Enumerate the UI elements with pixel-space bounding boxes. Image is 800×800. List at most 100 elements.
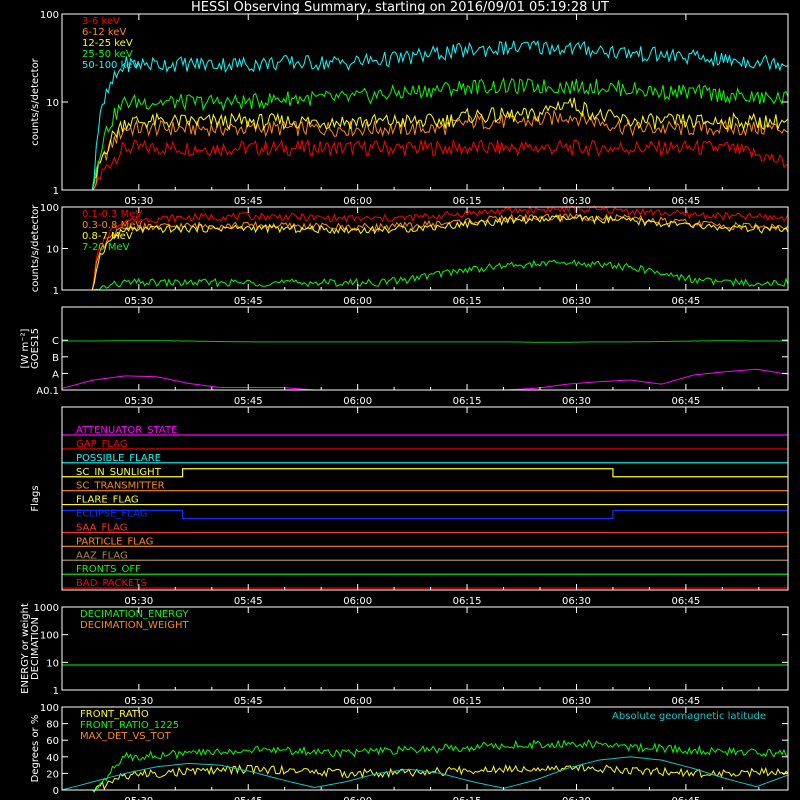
flag-label-7: SAA_FLAG [76, 522, 127, 533]
flags-xtick-label: 06:45 [671, 596, 700, 607]
goes-xtick-label: 06:15 [453, 396, 482, 407]
goes-ytick-label: A [52, 369, 59, 380]
lowE-series-1 [62, 110, 789, 191]
highE-legend-0: 0.1-0.3 MeV [82, 209, 142, 220]
ratio-ytick-label: 60 [46, 736, 59, 747]
flag-label-1: GAP_FLAG [76, 439, 128, 450]
lowE-ytick-label: 10 [46, 98, 59, 109]
flags-xtick-label: 06:15 [453, 596, 482, 607]
lowE-ytick-label: 100 [40, 10, 59, 21]
highE-xtick-label: 06:30 [562, 296, 591, 307]
flag-label-0: ATTENUATOR_STATE [76, 425, 177, 436]
dec-ylabel2: ENERGY or weight [20, 603, 31, 694]
ratio-legend-0: FRONT_RATIO [80, 709, 149, 720]
dec-frame [61, 606, 789, 691]
lowE-legend-3: 25-50 keV [82, 49, 133, 60]
highE-series-0 [62, 204, 789, 291]
flags-xtick-label: 06:00 [343, 596, 372, 607]
ratio-legend-2: MAX_DET_VS_TOT [80, 731, 172, 742]
flag-label-2: POSSIBLE_FLARE [76, 453, 161, 464]
ratio-legend-1: FRONT_RATIO_1225 [80, 720, 179, 731]
goes-xtick-label: 05:30 [124, 396, 153, 407]
goes-xtick-label: 05:45 [234, 396, 263, 407]
goes-series-1 [61, 368, 789, 391]
dec-xtick-label: 06:15 [453, 696, 482, 707]
flags-xtick-label: 06:30 [562, 596, 591, 607]
ratio-ytick-label: 80 [46, 720, 59, 731]
chart-title: HESSI Observing Summary, starting on 201… [191, 0, 609, 15]
flag-label-11: BAD_PACKETS [76, 578, 147, 589]
flags-frame [61, 406, 789, 591]
ratio-xtick-label: 06:00 [343, 796, 372, 800]
goes-ylabel: GOES15 [30, 328, 41, 369]
highE-frame [61, 206, 789, 291]
lowE-xtick-label: 05:30 [124, 196, 153, 207]
flags-xtick-label: 05:45 [234, 596, 263, 607]
lowE-legend-1: 6-12 keV [82, 27, 126, 38]
flag-line-6 [62, 509, 788, 520]
highE-legend-2: 0.8-7 MeV [82, 231, 133, 242]
ratio-ylabel: Degrees or % [30, 715, 41, 783]
dec-xtick-label: 05:30 [124, 696, 153, 707]
ratio-series-0 [62, 763, 789, 793]
goes-xtick-label: 06:00 [343, 396, 372, 407]
flag-label-6: ECLIPSE_FLAG [76, 509, 147, 520]
flag-label-8: PARTICLE_FLAG [76, 536, 153, 547]
ratio-ytick-label: 40 [46, 753, 59, 764]
ratio-xtick-label: 06:45 [671, 796, 700, 800]
flag-label-10: FRONTS_OFF [76, 564, 141, 575]
panel-flags: ATTENUATOR_STATE GAP_FLAG POSSIBLE_FLARE SC… [62, 425, 788, 589]
dec-xtick-label: 06:00 [343, 696, 372, 707]
goes-xtick-label: 06:45 [671, 396, 700, 407]
dec-ytick-label: 1000 [34, 603, 59, 614]
lowE-legend-4: 50-100 keV [82, 60, 139, 71]
highE-xtick-label: 06:15 [453, 296, 482, 307]
dec-xtick-label: 06:45 [671, 696, 700, 707]
dec-xtick-label: 06:30 [562, 696, 591, 707]
goes-ylabel2: [W m⁻²] [20, 328, 31, 368]
flag-line-3 [62, 468, 788, 478]
goes-series-0 [62, 340, 788, 343]
highE-legend-3: 7-20 MeV [82, 242, 130, 253]
flags-ylabel: Flags [30, 485, 41, 511]
lowE-series-4 [62, 39, 789, 191]
lowE-frame [61, 13, 789, 191]
ratio-ytick-label: 0 [53, 786, 59, 797]
highE-legend-1: 0.3-0.8 MeV [82, 220, 142, 231]
lowE-ylabel: counts/s/detector [30, 57, 41, 145]
panel-goes [61, 340, 789, 391]
lowE-series-0 [62, 138, 789, 191]
goes-frame [61, 306, 789, 391]
lowE-legend-2: 12-25 keV [82, 38, 133, 49]
ratio-series-1 [62, 739, 789, 793]
goes-xtick-label: 06:30 [562, 396, 591, 407]
goes-ytick-label: A0.1 [36, 386, 59, 397]
ratio-series-3 [61, 756, 789, 791]
flag-label-9: AAZ_FLAG [76, 550, 128, 561]
highE-xtick-label: 06:45 [671, 296, 700, 307]
ratio-ytick-label: 20 [46, 769, 59, 780]
lowE-series-2 [62, 97, 789, 191]
highE-xtick-label: 05:45 [234, 296, 263, 307]
highE-ytick-label: 10 [46, 245, 59, 256]
ratio-xtick-label: 06:30 [562, 796, 591, 800]
dec-ytick-label: 10 [46, 658, 59, 669]
dec-ytick-label: 1 [53, 686, 59, 697]
ratio-annotation: Absolute geomagnetic latitude [612, 711, 766, 722]
ratio-frame [61, 706, 789, 791]
highE-series-2 [62, 214, 789, 291]
ratio-ytick-label: 100 [40, 703, 59, 714]
flag-label-4: SC_TRANSMITTER [76, 481, 165, 492]
dec-legend-1: DECIMATION_WEIGHT [80, 620, 189, 631]
lowE-xtick-label: 06:30 [562, 196, 591, 207]
goes-ytick-label: C [52, 336, 59, 347]
highE-ytick-label: 1 [53, 286, 59, 297]
dec-legend-0: DECIMATION_ENERGY [80, 609, 189, 620]
ratio-xtick-label: 05:30 [124, 796, 153, 800]
lowE-ytick-label: 1 [53, 186, 59, 197]
ratio-xtick-label: 05:45 [234, 796, 263, 800]
flag-label-5: FLARE_FLAG [76, 495, 139, 506]
flags-xtick-label: 05:30 [124, 596, 153, 607]
